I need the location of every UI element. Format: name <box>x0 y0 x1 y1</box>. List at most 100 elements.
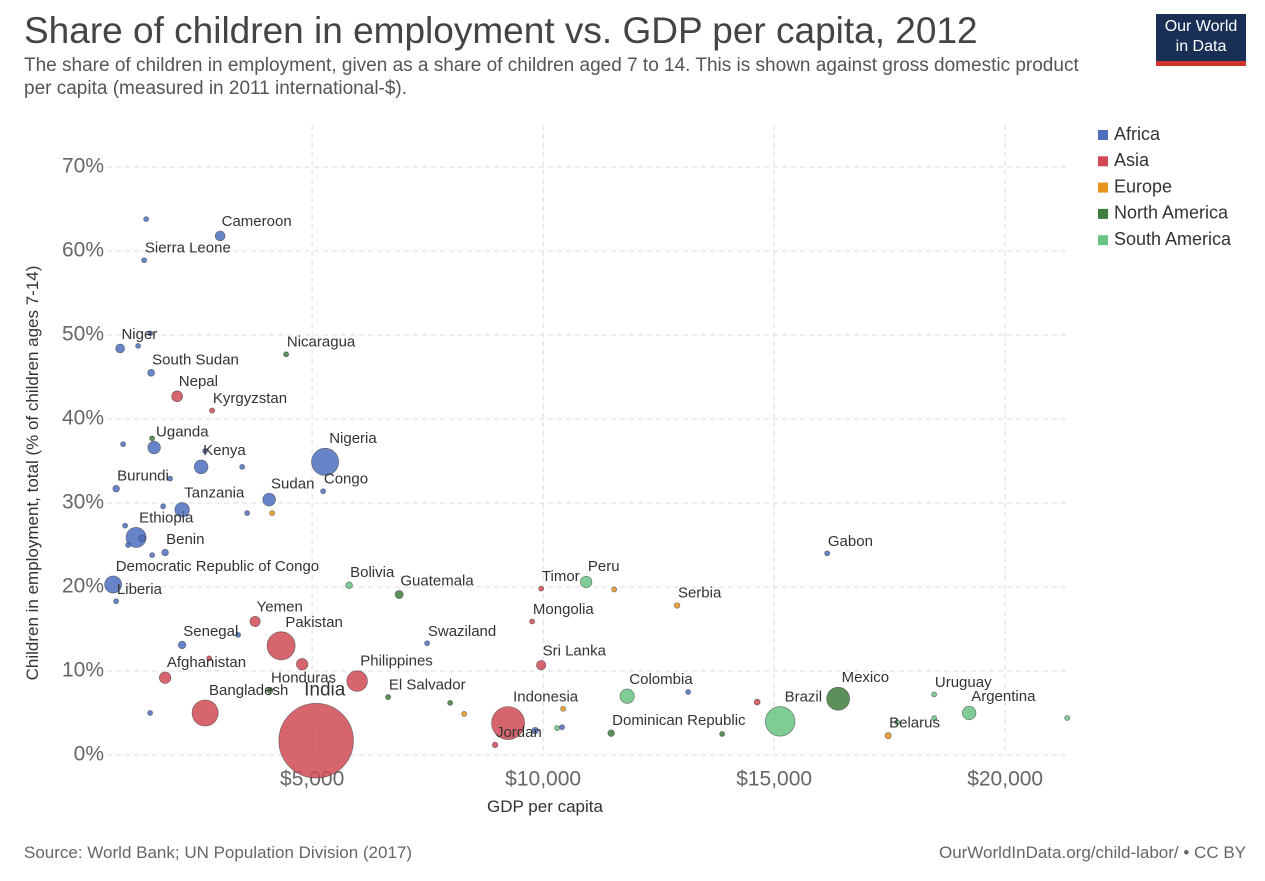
point <box>262 492 276 507</box>
point <box>894 719 900 726</box>
point-label: Jordan <box>496 724 542 741</box>
point <box>149 435 155 442</box>
point <box>125 542 131 548</box>
point-label: Democratic Republic of Congo <box>116 558 319 575</box>
point <box>112 485 120 493</box>
point-label: Argentina <box>971 688 1036 705</box>
point <box>209 407 216 414</box>
point <box>147 368 155 377</box>
point-label: Nigeria <box>329 430 377 447</box>
point-label: Pakistan <box>285 614 343 631</box>
point <box>345 581 353 589</box>
point <box>826 686 850 711</box>
point-label: Kyrgyzstan <box>213 390 287 407</box>
point-label: Uganda <box>156 423 209 440</box>
point-label: Cameroon <box>222 213 292 230</box>
point <box>159 671 172 684</box>
point-label: Tanzania <box>184 484 245 501</box>
point-label: Sudan <box>271 475 314 492</box>
y-tick-label: 70% <box>62 155 104 178</box>
legend-swatch <box>1098 208 1108 219</box>
point-label: Ethiopia <box>139 509 194 526</box>
point-label: Nicaragua <box>287 334 356 351</box>
y-tick-label: 40% <box>62 407 104 430</box>
legend-swatch <box>1098 235 1108 246</box>
point <box>560 705 567 712</box>
point <box>346 670 368 692</box>
point <box>311 447 340 476</box>
point <box>753 698 761 706</box>
logo-line: Our World <box>1164 18 1238 35</box>
point <box>536 660 547 671</box>
source-url: OurWorldInData.org/child-labor/ • CC BY <box>938 843 1246 862</box>
point <box>147 710 154 716</box>
chart: GDP per capita Children in employment, t… <box>23 124 1232 816</box>
y-tick-label: 50% <box>62 323 104 346</box>
point <box>531 726 539 735</box>
point <box>147 330 154 337</box>
point-label: Guatemala <box>400 572 474 589</box>
point <box>138 534 146 542</box>
point <box>607 729 615 737</box>
point <box>385 694 392 700</box>
point <box>160 503 166 510</box>
point <box>559 724 565 731</box>
x-axis-label: GDP per capita <box>487 797 603 816</box>
point <box>149 552 155 558</box>
point-label: Benin <box>166 531 204 548</box>
legend-swatch <box>1098 130 1108 140</box>
legend-label: Europe <box>1114 176 1172 196</box>
point <box>764 706 796 737</box>
y-tick-label: 60% <box>62 239 104 262</box>
point <box>177 640 187 650</box>
point-label: Gabon <box>828 533 873 550</box>
point-label: Kenya <box>203 442 246 459</box>
logo: Our World in Data <box>1156 14 1246 66</box>
point <box>174 502 190 518</box>
point <box>202 448 208 454</box>
point <box>167 475 173 482</box>
point-label: Mexico <box>842 669 890 686</box>
point-label: Mongolia <box>533 601 595 618</box>
point <box>394 590 404 599</box>
point <box>424 640 430 647</box>
point <box>113 598 119 605</box>
point <box>147 440 161 455</box>
point-label: Nepal <box>179 373 218 390</box>
point <box>719 731 725 737</box>
legend-label: Asia <box>1114 150 1150 170</box>
point <box>611 586 618 593</box>
legend-swatch <box>1098 182 1108 193</box>
y-tick-label: 20% <box>62 575 104 598</box>
point <box>283 351 290 358</box>
point <box>296 658 309 671</box>
point-label: Congo <box>324 471 368 488</box>
point-label: India <box>304 679 346 700</box>
point <box>931 715 938 721</box>
point <box>491 706 525 740</box>
point-label: Bolivia <box>350 564 395 581</box>
legend-label: North America <box>1114 203 1229 223</box>
point <box>529 618 536 625</box>
point <box>171 390 183 403</box>
legend-swatch <box>1098 156 1108 167</box>
point <box>235 632 241 638</box>
point <box>135 343 141 349</box>
point-label: Philippines <box>360 653 433 670</box>
point-label: Afghanistan <box>167 654 246 671</box>
point <box>239 464 245 470</box>
point-label: Yemen <box>257 598 303 615</box>
point <box>266 687 274 694</box>
y-tick-label: 10% <box>62 659 104 682</box>
y-tick-label: 30% <box>62 491 104 514</box>
point <box>244 510 250 516</box>
point <box>320 488 326 495</box>
point-label: Belarus <box>889 715 940 732</box>
point-label: Swaziland <box>428 623 496 640</box>
point <box>278 703 354 779</box>
point-label: Serbia <box>678 585 722 602</box>
point-label: Sri Lanka <box>543 642 607 659</box>
point-label: Dominican Republic <box>612 712 746 729</box>
point-label: Brazil <box>785 689 823 706</box>
